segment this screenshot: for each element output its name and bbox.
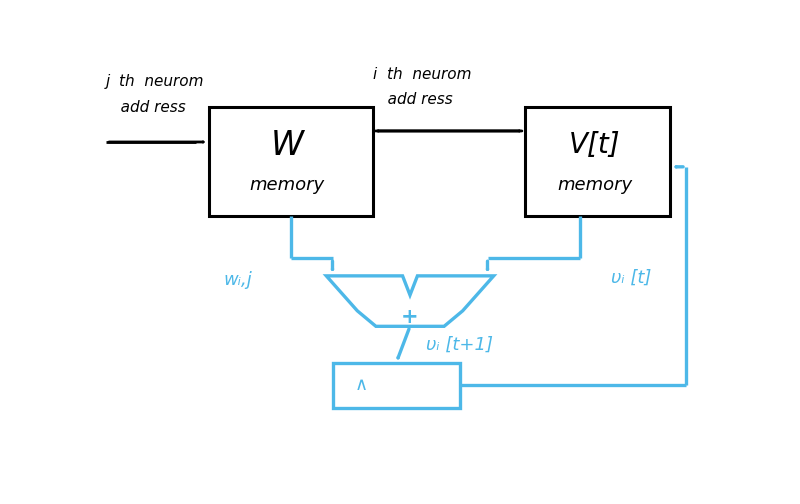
Bar bbox=[333, 363, 459, 408]
Text: add ress: add ress bbox=[373, 92, 453, 107]
Text: W: W bbox=[271, 129, 304, 162]
Bar bbox=[525, 107, 670, 216]
Bar bbox=[209, 107, 373, 216]
Text: $\wedge$: $\wedge$ bbox=[354, 376, 367, 395]
Text: i  th  neurom: i th neurom bbox=[373, 67, 471, 82]
Text: V[t]: V[t] bbox=[569, 131, 621, 159]
Text: j  th  neurom: j th neurom bbox=[106, 74, 205, 89]
Text: υᵢ [t+1]: υᵢ [t+1] bbox=[426, 336, 493, 354]
Text: memory: memory bbox=[557, 176, 632, 194]
Text: wᵢ,j: wᵢ,j bbox=[223, 271, 252, 289]
Text: +: + bbox=[401, 306, 419, 327]
Text: add ress: add ress bbox=[106, 100, 186, 114]
Text: memory: memory bbox=[250, 176, 325, 194]
Text: υᵢ [t]: υᵢ [t] bbox=[611, 269, 651, 287]
